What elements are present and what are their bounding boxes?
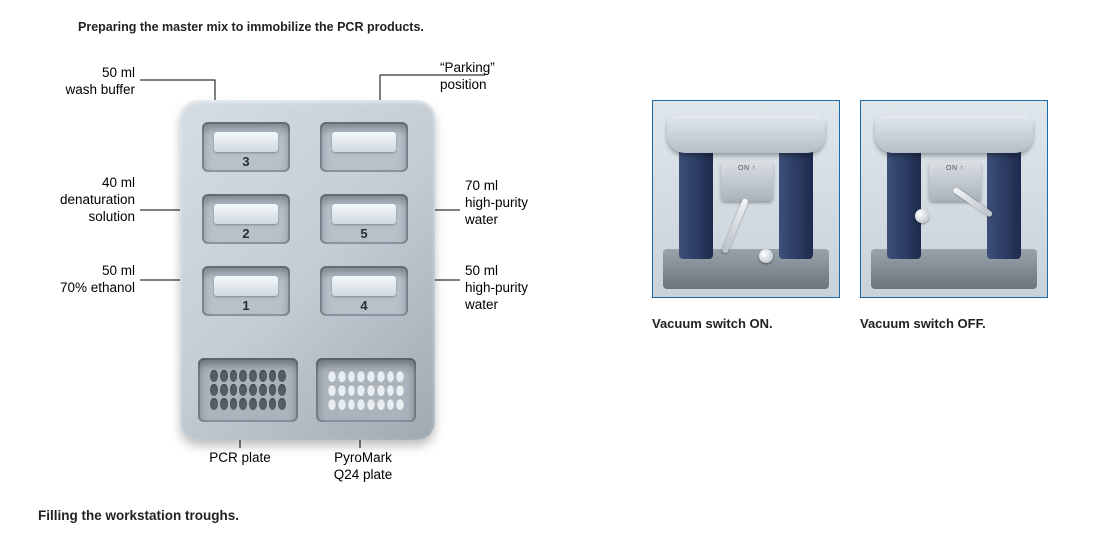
trough-1: 1: [202, 266, 290, 316]
label-q24-plate-l1: PyroMark: [334, 450, 392, 465]
device-topcap: [667, 115, 825, 153]
label-trough-1-l2: 70% ethanol: [60, 280, 135, 295]
trough-5: 5: [320, 194, 408, 244]
photo-vacuum-off: [860, 100, 1048, 298]
label-trough-P-l1: “Parking”: [440, 60, 495, 75]
label-trough-2-l3: solution: [88, 209, 135, 224]
trough-2: 2: [202, 194, 290, 244]
lever-tip-on: [759, 249, 773, 263]
label-trough-1-l1: 50 ml: [102, 263, 135, 278]
pillar-right: [779, 141, 813, 259]
label-trough-5-l2: high-purity: [465, 195, 528, 210]
trough-2-number: 2: [202, 226, 290, 241]
label-trough-2-l2: denaturation: [60, 192, 135, 207]
pillar-left: [887, 141, 921, 259]
pcr-plate-wells: [210, 370, 286, 410]
label-trough-4-l2: high-purity: [465, 280, 528, 295]
device-off: [861, 101, 1047, 297]
label-trough-4-l1: 50 ml: [465, 263, 498, 278]
label-pcr-plate-l1: PCR plate: [209, 450, 271, 465]
label-trough-3-l2: wash buffer: [65, 82, 135, 97]
caption-vacuum-on: Vacuum switch ON.: [652, 316, 773, 331]
label-trough-3: 50 ml wash buffer: [20, 65, 135, 99]
trough-1-number: 1: [202, 298, 290, 313]
trough-parking: [320, 122, 408, 172]
label-trough-5-l3: water: [465, 212, 498, 227]
label-trough-parking: “Parking” position: [440, 60, 560, 94]
workstation: 3 2 1 5 4: [180, 100, 435, 440]
photo-vacuum-on: [652, 100, 840, 298]
label-trough-2-l1: 40 ml: [102, 175, 135, 190]
trough-3-number: 3: [202, 154, 290, 169]
label-trough-3-l1: 50 ml: [102, 65, 135, 80]
device-topcap: [875, 115, 1033, 153]
label-q24-plate-l2: Q24 plate: [334, 467, 393, 482]
trough-4-number: 4: [320, 298, 408, 313]
switch-block-on: [721, 161, 773, 201]
trough-3: 3: [202, 122, 290, 172]
label-pcr-plate: PCR plate: [195, 450, 285, 467]
trough-4: 4: [320, 266, 408, 316]
label-trough-5: 70 ml high-purity water: [465, 178, 585, 229]
lever-on: [721, 198, 748, 254]
label-trough-4-l3: water: [465, 297, 498, 312]
label-trough-4: 50 ml high-purity water: [465, 263, 585, 314]
q24-plate-wells: [328, 370, 404, 410]
q24-plate-slot: [316, 358, 416, 422]
pillar-right: [987, 141, 1021, 259]
lever-tip-off: [915, 209, 929, 223]
caption-vacuum-off: Vacuum switch OFF.: [860, 316, 986, 331]
device-on: [653, 101, 839, 297]
label-q24-plate: PyroMark Q24 plate: [318, 450, 408, 484]
label-trough-1: 50 ml 70% ethanol: [20, 263, 135, 297]
label-trough-5-l1: 70 ml: [465, 178, 498, 193]
pcr-plate-slot: [198, 358, 298, 422]
switch-block-off: [929, 161, 981, 201]
label-trough-2: 40 ml denaturation solution: [20, 175, 135, 226]
title-filling: Filling the workstation troughs.: [38, 508, 239, 523]
title-preparing: Preparing the master mix to immobilize t…: [78, 20, 424, 34]
trough-5-number: 5: [320, 226, 408, 241]
workstation-diagram: 50 ml wash buffer 40 ml denaturation sol…: [20, 50, 620, 480]
label-trough-P-l2: position: [440, 77, 487, 92]
pillar-left: [679, 141, 713, 259]
